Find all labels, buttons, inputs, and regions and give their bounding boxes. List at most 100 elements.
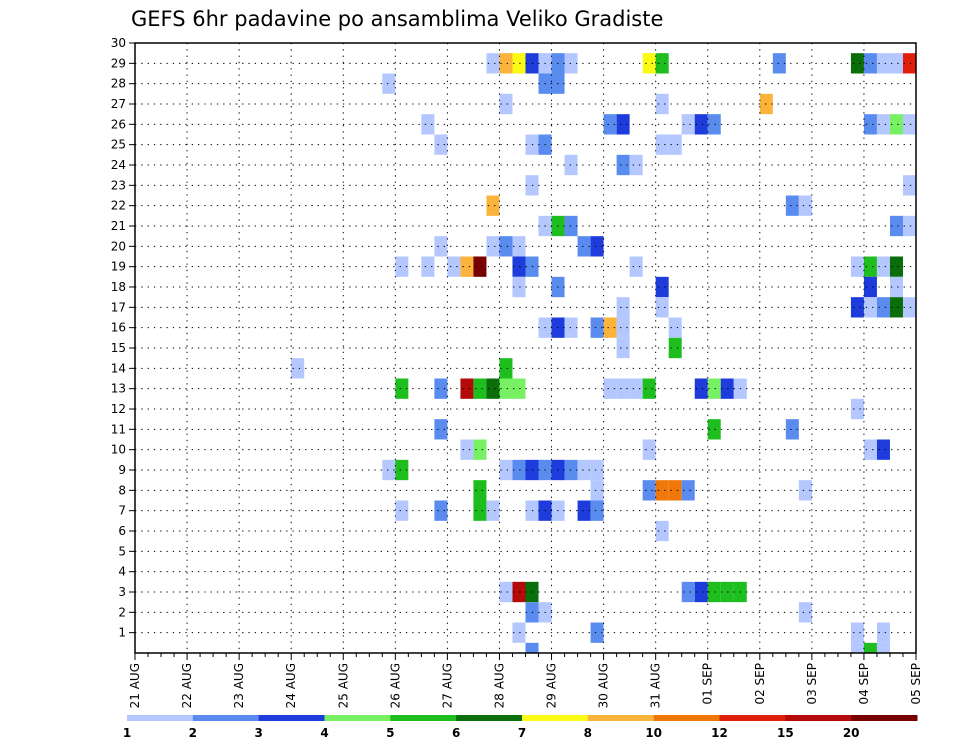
y-tick-label: 8 — [118, 483, 126, 497]
heatmap-cell — [889, 53, 903, 74]
heatmap-cell — [603, 378, 617, 399]
x-tick-label: 03 SEP — [805, 663, 819, 705]
heatmap-cell — [876, 297, 890, 318]
y-tick-label: 21 — [111, 219, 126, 233]
legend-color-swatch — [390, 715, 457, 721]
heatmap-cell — [863, 256, 877, 277]
legend-color-swatch — [192, 715, 260, 721]
y-tick-label: 14 — [111, 361, 126, 375]
heatmap-cell — [577, 236, 591, 257]
x-tick-label: 27 AUG — [440, 663, 454, 708]
heatmap-cell — [850, 642, 864, 653]
legend-label: 10 — [645, 726, 662, 740]
heatmap-cell — [616, 114, 630, 135]
y-tick-label: 18 — [111, 280, 126, 294]
y-tick-label: 23 — [111, 178, 126, 192]
legend-label: 8 — [584, 726, 592, 740]
heatmap-cell — [876, 114, 890, 135]
heatmap-cell — [876, 642, 890, 653]
heatmap-cell — [876, 256, 890, 277]
legend-color-swatch — [258, 715, 325, 721]
heatmap-cell — [798, 602, 812, 623]
heatmap-cell — [499, 53, 513, 74]
heatmap-cell — [564, 215, 578, 237]
heatmap-cell — [863, 642, 877, 653]
heatmap-cell — [603, 317, 617, 338]
y-tick-label: 7 — [118, 504, 126, 518]
heatmap-cell — [486, 500, 500, 521]
heatmap-cell — [655, 134, 669, 155]
heatmap-cell — [785, 195, 799, 216]
y-tick-label: 19 — [111, 260, 126, 274]
x-tick-label: 22 AUG — [180, 663, 194, 708]
x-tick-label: 26 AUG — [388, 663, 402, 708]
y-tick-label: 29 — [111, 56, 126, 70]
heatmap-cell — [421, 114, 435, 135]
heatmap-cell — [499, 236, 513, 257]
heatmap-cell — [499, 93, 513, 115]
legend-color-swatch — [719, 715, 786, 721]
heatmap-cell — [395, 378, 409, 399]
legend-label: 12 — [711, 726, 728, 740]
heatmap-cell — [850, 256, 864, 277]
heatmap-cell — [499, 378, 513, 399]
heatmap-cell — [681, 581, 695, 603]
heatmap-cell — [629, 256, 643, 277]
heatmap-cell — [655, 297, 669, 318]
heatmap-cell — [681, 114, 695, 135]
heatmap-cell — [616, 337, 630, 359]
heatmap-cell — [460, 378, 474, 399]
legend-color-swatch — [653, 715, 720, 721]
legend-color-swatch — [785, 715, 852, 721]
heatmap-cell — [395, 256, 409, 277]
heatmap-cell — [512, 581, 526, 603]
heatmap-cell — [512, 256, 526, 277]
heatmap-cell — [798, 195, 812, 216]
heatmap-cell — [902, 297, 916, 318]
heatmap-cell — [291, 358, 305, 379]
heatmap-cell — [707, 114, 721, 135]
heatmap-cell — [785, 419, 799, 440]
heatmap-cell — [434, 378, 448, 399]
heatmap-cells — [291, 53, 916, 653]
legend-label: 4 — [320, 726, 328, 740]
x-tick-label: 21 AUG — [128, 663, 142, 708]
heatmap-cell — [772, 53, 786, 74]
y-tick-label: 17 — [111, 300, 126, 314]
heatmap-cell — [525, 642, 539, 653]
heatmap-cell — [655, 53, 669, 74]
heatmap-cell — [395, 459, 409, 481]
heatmap-cell — [629, 154, 643, 176]
heatmap-cell — [902, 53, 916, 74]
y-tick-label: 4 — [118, 565, 126, 579]
x-tick-label: 29 AUG — [545, 663, 559, 708]
legend-label: 3 — [254, 726, 262, 740]
heatmap-cell — [863, 439, 877, 460]
y-tick-label: 10 — [111, 443, 126, 457]
legend-label: 7 — [518, 726, 526, 740]
heatmap-cell — [382, 459, 396, 481]
x-tick-label: 01 SEP — [701, 663, 715, 705]
heatmap-cell — [798, 480, 812, 501]
legend-color-swatch — [324, 715, 391, 721]
heatmap-cell — [421, 256, 435, 277]
heatmap-cell — [759, 93, 773, 115]
heatmap-cell — [902, 175, 916, 196]
chart-title: GEFS 6hr padavine po ansamblima Veliko G… — [131, 7, 663, 31]
heatmap-cell — [655, 93, 669, 115]
x-tick-label: 23 AUG — [232, 663, 246, 708]
heatmap-cell — [590, 622, 604, 643]
heatmap-cell — [512, 53, 526, 74]
heatmap-cell — [642, 53, 656, 74]
y-tick-label: 30 — [111, 36, 126, 50]
heatmap-cell — [486, 236, 500, 257]
heatmap-cell — [616, 378, 630, 399]
legend-label: 6 — [452, 726, 460, 740]
heatmap-cell — [668, 317, 682, 338]
x-tick-label: 28 AUG — [492, 663, 506, 708]
legend-label: 20 — [843, 726, 860, 740]
heatmap-cell — [863, 297, 877, 318]
dotted-grid — [135, 43, 916, 653]
heatmap-cell — [395, 500, 409, 521]
